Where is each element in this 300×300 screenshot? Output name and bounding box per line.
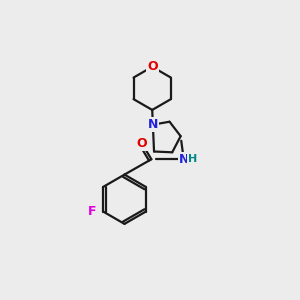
Text: N: N: [148, 118, 158, 131]
Text: O: O: [137, 137, 147, 150]
Text: F: F: [88, 205, 96, 218]
Text: O: O: [147, 60, 158, 73]
Text: H: H: [188, 154, 198, 164]
Text: N: N: [178, 153, 189, 166]
